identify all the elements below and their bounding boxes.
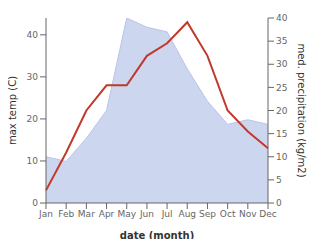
svg-text:May: May [117, 209, 136, 219]
svg-text:0: 0 [276, 198, 282, 208]
svg-text:med. precipitation (kg/m2): med. precipitation (kg/m2) [296, 43, 307, 177]
svg-text:Nov: Nov [239, 209, 257, 219]
svg-text:30: 30 [27, 72, 39, 82]
svg-text:10: 10 [276, 152, 288, 162]
svg-text:15: 15 [276, 129, 287, 139]
svg-text:25: 25 [276, 83, 287, 93]
svg-text:Jul: Jul [161, 209, 173, 219]
svg-text:Apr: Apr [99, 209, 115, 219]
svg-text:date (month): date (month) [120, 230, 194, 239]
svg-text:Sep: Sep [199, 209, 216, 219]
svg-text:35: 35 [276, 36, 287, 46]
svg-text:Oct: Oct [220, 209, 236, 219]
svg-text:Aug: Aug [178, 209, 196, 219]
svg-text:Feb: Feb [58, 209, 74, 219]
svg-text:10: 10 [27, 156, 39, 166]
svg-text:Dec: Dec [259, 209, 276, 219]
svg-text:20: 20 [276, 106, 288, 116]
svg-text:30: 30 [276, 59, 288, 69]
svg-text:40: 40 [276, 13, 288, 23]
svg-text:Jan: Jan [38, 209, 53, 219]
svg-text:40: 40 [27, 30, 39, 40]
svg-text:Mar: Mar [78, 209, 95, 219]
svg-text:0: 0 [32, 198, 38, 208]
svg-text:Jun: Jun [139, 209, 154, 219]
svg-text:20: 20 [27, 114, 39, 124]
svg-text:max temp (C): max temp (C) [8, 76, 18, 145]
svg-text:5: 5 [276, 175, 282, 185]
